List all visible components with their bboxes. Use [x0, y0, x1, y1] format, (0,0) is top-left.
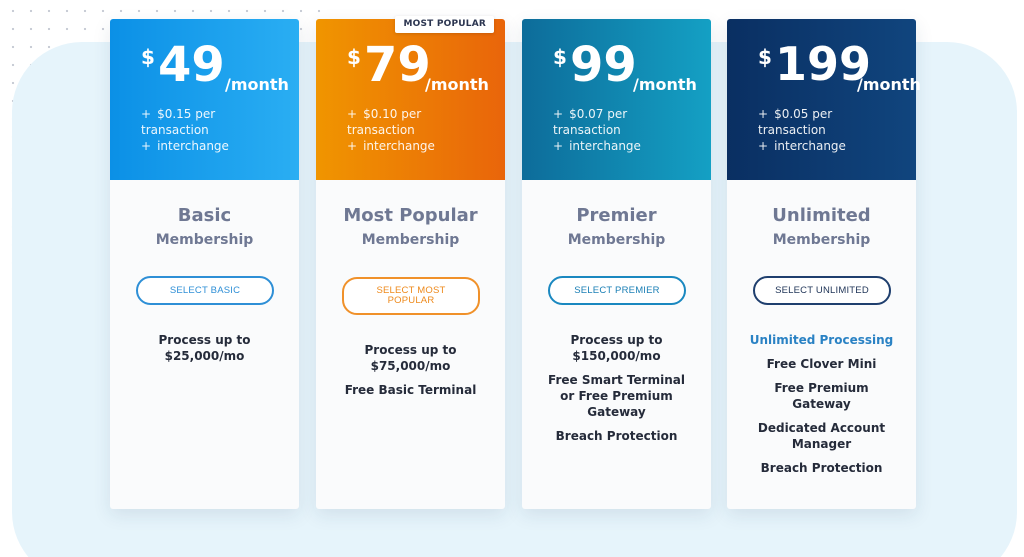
- feature-item: Breach Protection: [555, 429, 678, 443]
- fee-line-1: $0.10 per transaction: [347, 107, 422, 137]
- feature-item: Process up to $75,000/mo: [364, 343, 457, 373]
- transaction-fee: + $0.15 per transaction + interchange: [141, 106, 261, 154]
- plus-icon: +: [347, 139, 358, 153]
- plan-header-most-popular: MOST POPULAR $ 79 /month + $0.10 per tran…: [316, 16, 505, 180]
- currency-symbol: $: [553, 45, 567, 69]
- fee-line-2: interchange: [569, 139, 641, 153]
- feature-item: Free Smart Terminal or Free Premium Gate…: [548, 373, 685, 419]
- most-popular-badge: MOST POPULAR: [395, 16, 494, 33]
- plan-subtitle: Membership: [361, 232, 460, 248]
- currency-symbol: $: [141, 45, 155, 69]
- plan-subtitle: Membership: [772, 232, 871, 248]
- transaction-fee: + $0.10 per transaction + interchange: [347, 106, 467, 154]
- plus-icon: +: [553, 139, 564, 153]
- feature-item: Breach Protection: [760, 461, 883, 475]
- price-amount: 79: [364, 37, 431, 93]
- plan-subtitle: Membership: [567, 232, 666, 248]
- transaction-fee: + $0.07 per transaction + interchange: [553, 106, 673, 154]
- fee-line-1: $0.15 per transaction: [141, 107, 216, 137]
- plan-name: Premier: [576, 205, 657, 226]
- currency-symbol: $: [758, 45, 772, 69]
- currency-symbol: $: [347, 45, 361, 69]
- price-period: /month: [857, 75, 921, 94]
- price-amount: 49: [158, 37, 225, 93]
- feature-list: Process up to $150,000/mo Free Smart Ter…: [522, 332, 711, 452]
- fee-line-2: interchange: [363, 139, 435, 153]
- price-period: /month: [425, 75, 489, 94]
- price-amount: 199: [775, 37, 872, 91]
- transaction-fee: + $0.05 per transaction + interchange: [758, 106, 878, 154]
- feature-list: Process up to $75,000/mo Free Basic Term…: [316, 342, 505, 406]
- plan-header-unlimited: $ 199 /month + $0.05 per transaction + int…: [727, 19, 921, 180]
- feature-item: Free Basic Terminal: [344, 383, 477, 397]
- feature-item-highlight: Unlimited Processing: [749, 333, 894, 347]
- feature-item: Free Clover Mini: [766, 357, 877, 371]
- plan-name: Most Popular: [343, 205, 478, 226]
- plan-card-premier: $ 99 /month + $0.07 per transaction + inte…: [522, 19, 711, 509]
- plan-header-basic: $ 49 /month + $0.15 per transaction + inte…: [110, 19, 299, 180]
- plan-card-unlimited: $ 199 /month + $0.05 per transaction + int…: [727, 19, 921, 509]
- plus-icon: +: [758, 107, 769, 121]
- price-period: /month: [225, 75, 289, 94]
- plus-icon: +: [141, 107, 152, 121]
- plan-name: Basic: [177, 205, 232, 226]
- feature-item: Process up to $150,000/mo: [570, 333, 663, 363]
- select-most-popular-button[interactable]: SELECT MOST POPULAR: [342, 277, 480, 315]
- price-period: /month: [633, 75, 697, 94]
- plan-header-premier: $ 99 /month + $0.07 per transaction + inte…: [522, 19, 711, 180]
- plan-card-most-popular: MOST POPULAR $ 79 /month + $0.10 per tran…: [316, 16, 505, 509]
- select-basic-button[interactable]: SELECT BASIC: [136, 276, 274, 305]
- feature-list: Process up to $25,000/mo: [110, 332, 299, 372]
- select-unlimited-button[interactable]: SELECT UNLIMITED: [753, 276, 891, 305]
- feature-item: Process up to $25,000/mo: [158, 333, 251, 363]
- plus-icon: +: [758, 139, 769, 153]
- plus-icon: +: [553, 107, 564, 121]
- plan-card-basic: $ 49 /month + $0.15 per transaction + inte…: [110, 19, 299, 509]
- plus-icon: +: [347, 107, 358, 121]
- fee-line-1: $0.05 per transaction: [758, 107, 833, 137]
- plan-subtitle: Membership: [155, 232, 254, 248]
- feature-list: Unlimited Processing Free Clover Mini Fr…: [727, 332, 916, 484]
- plan-name: Unlimited: [772, 205, 871, 226]
- price-amount: 99: [570, 37, 637, 93]
- feature-item: Dedicated Account Manager: [757, 421, 886, 451]
- fee-line-2: interchange: [157, 139, 229, 153]
- fee-line-1: $0.07 per transaction: [553, 107, 628, 137]
- fee-line-2: interchange: [774, 139, 846, 153]
- select-premier-button[interactable]: SELECT PREMIER: [548, 276, 686, 305]
- feature-item: Free Premium Gateway: [774, 381, 869, 411]
- plus-icon: +: [141, 139, 152, 153]
